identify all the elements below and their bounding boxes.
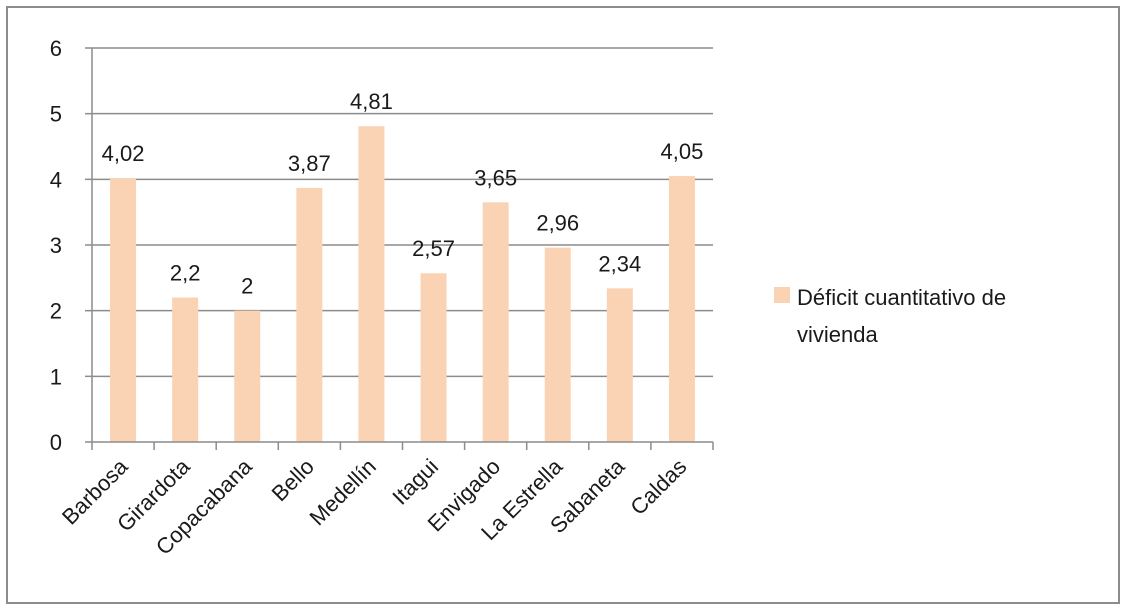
bar [358,126,385,442]
data-label: 2,96 [536,211,579,236]
bar [296,187,323,442]
data-label: 2,34 [598,251,641,276]
data-label: 4,05 [661,139,704,164]
bar [234,310,261,442]
legend-label-line2: vivienda [797,322,878,347]
x-tick-label: Bello [267,454,319,506]
legend: Déficit cuantitativo de vivienda [774,285,1006,347]
x-tick-label: Caldas [625,454,691,520]
y-tick-labels: 0 1 2 3 4 5 6 [50,36,62,455]
x-tick-label: Medellín [305,454,381,530]
data-label: 4,02 [102,141,145,166]
legend-label-line1: Déficit cuantitativo de [797,285,1006,310]
bar [544,247,571,442]
bar [668,176,695,443]
data-label: 2 [241,274,253,299]
y-tick-label: 1 [50,364,62,389]
data-label: 2,2 [170,261,201,286]
bar [172,297,199,442]
y-tick-label: 4 [50,167,62,192]
x-tick-label: Itagui [387,454,443,510]
y-tick-label: 3 [50,233,62,258]
data-labels: 4,02 2,2 2 3,87 4,81 2,57 3,65 2,96 2,34 4,05 [102,89,704,299]
data-label: 4,81 [350,89,393,114]
data-label: 3,87 [288,151,331,176]
bar [110,178,137,442]
bars [110,126,695,443]
y-tick-label: 5 [50,102,62,127]
bar [420,273,447,442]
bar [482,202,509,442]
y-tick-label: 2 [50,299,62,324]
legend-swatch [774,287,790,303]
data-label: 3,65 [474,165,517,190]
bar [606,288,633,442]
y-tick-label: 0 [50,430,62,455]
data-label: 2,57 [412,236,455,261]
axes [91,48,714,450]
y-tick-label: 6 [50,36,62,61]
